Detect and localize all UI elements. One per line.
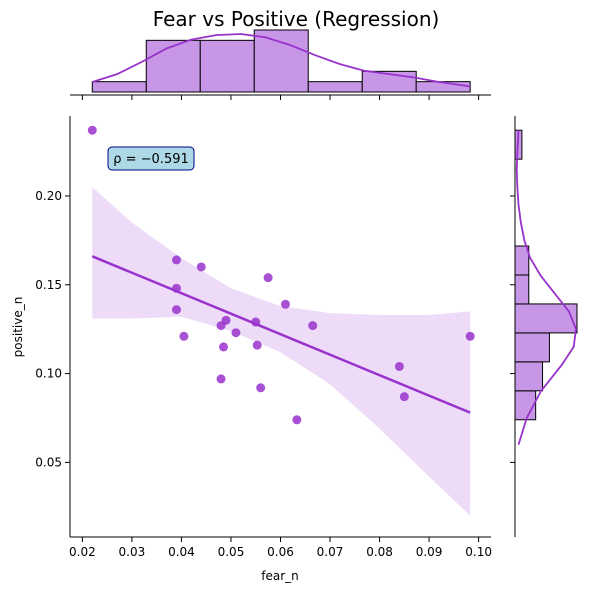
scatter-point-5 bbox=[196, 262, 206, 272]
scatter-point-18 bbox=[394, 361, 404, 371]
scatter-point-11 bbox=[251, 317, 261, 327]
y-hist-bar-5 bbox=[514, 245, 530, 276]
scatter-point-20 bbox=[465, 331, 475, 341]
scatter-point-17 bbox=[308, 321, 318, 331]
scatter-point-10 bbox=[231, 328, 241, 338]
axes-layer: 0.02 0.03 0.04 0.05 0.06 0.07 0.08 0.09 0.10 0.05… bbox=[35, 116, 492, 559]
scatter-point-3 bbox=[171, 305, 181, 315]
x-tick-label-5: 0.07 bbox=[317, 545, 344, 559]
correlation-annotation: ρ = −0.591 bbox=[107, 146, 195, 171]
scatter-point-14 bbox=[263, 273, 273, 283]
x-hist-bar-2 bbox=[199, 39, 255, 93]
x-tick-label-8: 0.10 bbox=[465, 545, 492, 559]
scatter-points-layer bbox=[87, 125, 475, 425]
marginal-x-histogram bbox=[70, 29, 491, 100]
y-tick-label-0: 0.05 bbox=[35, 455, 62, 469]
confidence-band-layer bbox=[92, 187, 471, 516]
regression-line bbox=[91, 255, 471, 414]
regression-line-layer bbox=[91, 255, 471, 414]
scatter-point-0 bbox=[87, 125, 97, 135]
scatter-point-13 bbox=[256, 383, 266, 393]
scatter-point-12 bbox=[252, 340, 262, 350]
main-scatter-plot: 0.02 0.03 0.04 0.05 0.06 0.07 0.08 0.09 0.10 0.05… bbox=[35, 116, 492, 559]
x-hist-bar-0 bbox=[91, 81, 147, 93]
y-hist-bar-4 bbox=[514, 274, 530, 305]
y-tick-label-1: 0.10 bbox=[35, 367, 62, 381]
x-axis-label: fear_n bbox=[261, 569, 299, 583]
scatter-point-1 bbox=[171, 255, 181, 265]
y-tick-label-3: 0.20 bbox=[35, 189, 62, 203]
x-tick-label-2: 0.04 bbox=[168, 545, 195, 559]
x-tick-label-1: 0.03 bbox=[119, 545, 146, 559]
y-hist-bar-3 bbox=[514, 303, 578, 334]
x-tick-label-3: 0.05 bbox=[218, 545, 245, 559]
scatter-point-16 bbox=[292, 415, 302, 425]
scatter-point-4 bbox=[179, 331, 189, 341]
scatter-point-15 bbox=[280, 299, 290, 309]
marginal-y-histogram bbox=[510, 116, 578, 537]
y-tick-label-2: 0.15 bbox=[35, 278, 62, 292]
y-hist-bar-2 bbox=[514, 332, 550, 363]
x-hist-bar-1 bbox=[145, 39, 201, 93]
x-kde-curve bbox=[92, 33, 471, 88]
chart-title: Fear vs Positive (Regression) bbox=[153, 7, 440, 31]
x-tick-label-4: 0.06 bbox=[267, 545, 294, 559]
x-hist-bar-3 bbox=[253, 29, 309, 93]
y-hist-bar-1 bbox=[514, 361, 544, 392]
annotation-box bbox=[107, 146, 195, 171]
scatter-point-8 bbox=[219, 342, 229, 352]
scatter-point-9 bbox=[221, 315, 231, 325]
x-tick-label-0: 0.02 bbox=[69, 545, 96, 559]
x-hist-bar-4 bbox=[307, 81, 363, 93]
confidence-band bbox=[92, 187, 471, 516]
x-tick-label-6: 0.08 bbox=[366, 545, 393, 559]
scatter-point-19 bbox=[399, 392, 409, 402]
scatter-point-6 bbox=[216, 374, 226, 384]
y-axis-label: positive_n bbox=[11, 297, 25, 358]
x-tick-label-7: 0.09 bbox=[416, 545, 443, 559]
scatter-point-2 bbox=[171, 283, 181, 293]
annotation-text: ρ = −0.591 bbox=[113, 152, 189, 167]
y-kde-curve bbox=[515, 130, 577, 445]
